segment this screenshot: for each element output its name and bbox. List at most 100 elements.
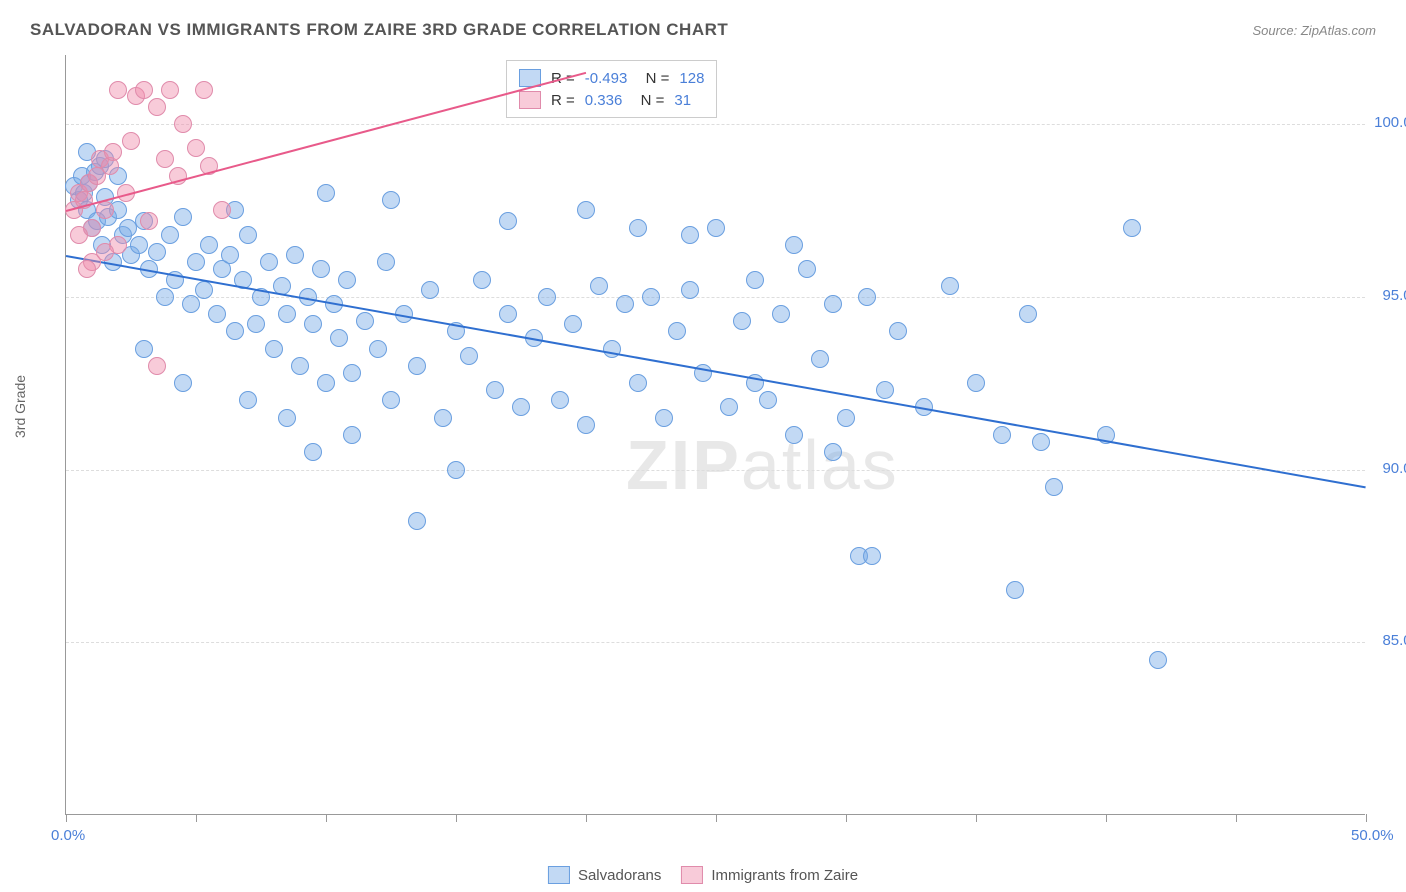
scatter-point <box>811 350 829 368</box>
scatter-point <box>564 315 582 333</box>
x-tick <box>1106 814 1107 822</box>
legend-label: Immigrants from Zaire <box>711 867 858 884</box>
scatter-point <box>96 243 114 261</box>
scatter-point <box>858 288 876 306</box>
y-tick-label: 100.0% <box>1374 114 1406 131</box>
scatter-point <box>434 409 452 427</box>
scatter-point <box>369 340 387 358</box>
scatter-point <box>278 409 296 427</box>
stats-n-value: 31 <box>674 92 691 109</box>
scatter-point <box>681 226 699 244</box>
scatter-point <box>512 398 530 416</box>
scatter-point <box>382 391 400 409</box>
scatter-point <box>1032 433 1050 451</box>
scatter-point <box>104 143 122 161</box>
scatter-point <box>785 426 803 444</box>
scatter-point <box>304 443 322 461</box>
scatter-point <box>772 305 790 323</box>
page-title: SALVADORAN VS IMMIGRANTS FROM ZAIRE 3RD … <box>30 20 728 40</box>
x-tick <box>66 814 67 822</box>
stats-r-label: R = <box>551 92 575 109</box>
scatter-point <box>642 288 660 306</box>
scatter-point <box>720 398 738 416</box>
scatter-point <box>213 201 231 219</box>
scatter-point <box>317 374 335 392</box>
scatter-point <box>993 426 1011 444</box>
x-tick <box>1236 814 1237 822</box>
scatter-point <box>1149 651 1167 669</box>
scatter-point <box>304 315 322 333</box>
scatter-point <box>798 260 816 278</box>
scatter-point <box>265 340 283 358</box>
scatter-point <box>148 98 166 116</box>
legend-swatch <box>681 866 703 884</box>
scatter-point <box>1006 581 1024 599</box>
grid-line <box>66 470 1365 471</box>
scatter-point <box>260 253 278 271</box>
scatter-point <box>629 374 647 392</box>
scatter-point <box>759 391 777 409</box>
scatter-point <box>338 271 356 289</box>
scatter-plot: ZIPatlas R = -0.493 N = 128R = 0.336 N =… <box>65 55 1365 815</box>
scatter-point <box>109 81 127 99</box>
scatter-point <box>863 547 881 565</box>
scatter-point <box>590 277 608 295</box>
scatter-point <box>195 81 213 99</box>
scatter-point <box>408 357 426 375</box>
stats-row: R = -0.493 N = 128 <box>519 67 704 89</box>
scatter-point <box>156 288 174 306</box>
scatter-point <box>733 312 751 330</box>
stats-r-value: -0.493 <box>585 70 628 87</box>
scatter-point <box>824 443 842 461</box>
scatter-point <box>460 347 478 365</box>
scatter-point <box>148 357 166 375</box>
scatter-point <box>122 132 140 150</box>
scatter-point <box>182 295 200 313</box>
y-tick-label: 85.0% <box>1382 632 1406 649</box>
scatter-point <box>577 201 595 219</box>
scatter-point <box>278 305 296 323</box>
scatter-point <box>187 253 205 271</box>
scatter-point <box>837 409 855 427</box>
scatter-point <box>161 226 179 244</box>
x-tick <box>196 814 197 822</box>
scatter-point <box>200 236 218 254</box>
scatter-point <box>135 340 153 358</box>
scatter-point <box>668 322 686 340</box>
scatter-point <box>343 426 361 444</box>
scatter-point <box>174 115 192 133</box>
scatter-point <box>356 312 374 330</box>
scatter-point <box>239 226 257 244</box>
stats-r-value: 0.336 <box>585 92 623 109</box>
scatter-point <box>208 305 226 323</box>
stats-n-value: 128 <box>679 70 704 87</box>
scatter-point <box>408 512 426 530</box>
scatter-point <box>195 281 213 299</box>
scatter-point <box>135 81 153 99</box>
scatter-point <box>174 374 192 392</box>
stats-n-label: N = <box>632 92 664 109</box>
scatter-point <box>629 219 647 237</box>
trend-line <box>66 255 1366 488</box>
scatter-point <box>343 364 361 382</box>
scatter-point <box>70 226 88 244</box>
chart-container: ZIPatlas R = -0.493 N = 128R = 0.336 N =… <box>65 55 1376 815</box>
scatter-point <box>616 295 634 313</box>
scatter-point <box>499 305 517 323</box>
bottom-legend: Salvadorans Immigrants from Zaire <box>548 866 858 884</box>
scatter-point <box>226 322 244 340</box>
scatter-point <box>330 329 348 347</box>
scatter-point <box>1019 305 1037 323</box>
legend-item: Salvadorans <box>548 866 661 884</box>
scatter-point <box>317 184 335 202</box>
scatter-point <box>130 236 148 254</box>
scatter-point <box>785 236 803 254</box>
scatter-point <box>824 295 842 313</box>
scatter-point <box>538 288 556 306</box>
scatter-point <box>473 271 491 289</box>
y-tick-label: 95.0% <box>1382 287 1406 304</box>
scatter-point <box>746 271 764 289</box>
scatter-point <box>96 201 114 219</box>
scatter-point <box>286 246 304 264</box>
header: SALVADORAN VS IMMIGRANTS FROM ZAIRE 3RD … <box>0 0 1406 50</box>
